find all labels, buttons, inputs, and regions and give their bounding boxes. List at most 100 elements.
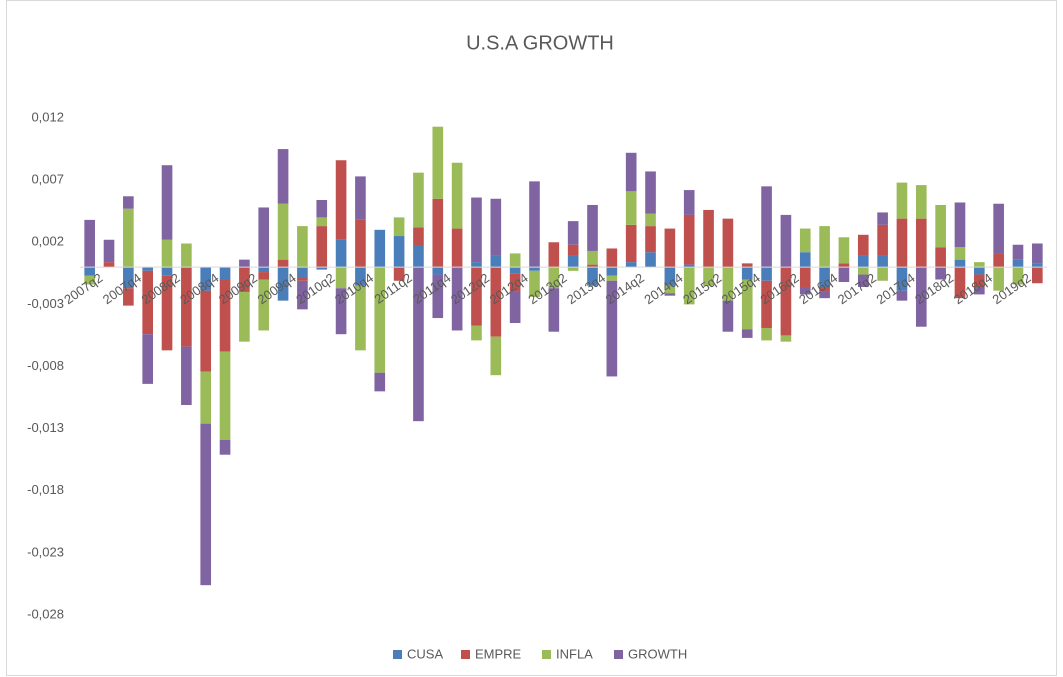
bar (393, 217, 405, 237)
bar (606, 275, 618, 281)
bar (374, 229, 386, 268)
bar (645, 171, 656, 214)
bar (432, 126, 444, 199)
bar (915, 185, 927, 219)
bar (161, 239, 173, 268)
bar (664, 267, 676, 286)
bar (915, 267, 927, 327)
bar (838, 237, 850, 264)
bar (799, 267, 811, 287)
bar (355, 285, 366, 351)
bar (335, 160, 347, 240)
bar (219, 267, 231, 280)
bar (316, 200, 328, 218)
bar (1032, 267, 1043, 284)
bar (1012, 267, 1024, 285)
bar (316, 217, 328, 227)
bar (529, 181, 540, 268)
bar (451, 267, 463, 331)
bar (664, 285, 676, 294)
bar (200, 423, 212, 586)
chart-title: U.S.A GROWTH (466, 32, 614, 54)
bar (316, 267, 328, 270)
bar (606, 248, 618, 268)
bar (896, 290, 908, 301)
legend-swatch (542, 650, 551, 659)
bar (683, 264, 695, 268)
bar (451, 162, 463, 229)
bar (277, 267, 289, 301)
bar (316, 226, 328, 268)
bar (915, 218, 927, 268)
bar (838, 263, 850, 268)
bar (219, 351, 231, 440)
bar (954, 202, 966, 248)
bar (877, 267, 888, 281)
bar (123, 288, 134, 306)
bar (993, 203, 1004, 254)
bar (606, 280, 618, 377)
bar (703, 209, 714, 268)
bar (993, 267, 1004, 291)
bar (219, 439, 231, 455)
bar (277, 203, 289, 260)
bar (799, 228, 811, 253)
legend-label: CUSA (407, 646, 443, 661)
bar (703, 267, 714, 286)
bar (645, 213, 656, 227)
bar (123, 208, 134, 268)
bar (741, 279, 753, 330)
bar (335, 239, 347, 268)
bar (529, 270, 540, 297)
bar (335, 288, 347, 335)
bar (973, 262, 985, 268)
y-tick-label: -0,018 (27, 482, 64, 497)
bar (645, 252, 656, 268)
bar (761, 327, 772, 341)
y-tick-label: -0,023 (27, 544, 64, 559)
bar (664, 293, 676, 296)
bar (993, 253, 1004, 268)
bar (142, 334, 154, 384)
bar (142, 267, 154, 271)
bar (935, 267, 946, 280)
bar (896, 182, 908, 219)
bar (374, 267, 386, 373)
bar (857, 234, 869, 256)
bar (625, 191, 637, 225)
bar (722, 300, 734, 332)
bar (973, 274, 985, 287)
bar (181, 346, 192, 406)
bar (103, 262, 115, 268)
bar (258, 272, 270, 280)
bar (509, 253, 521, 268)
bar (161, 267, 173, 276)
bar (819, 267, 830, 287)
bar (587, 250, 598, 265)
bar (973, 267, 985, 275)
bar (258, 207, 270, 268)
y-tick-label: 0,002 (31, 234, 64, 249)
bar (567, 221, 579, 245)
bar (1012, 259, 1024, 268)
bar (123, 267, 134, 289)
bar (161, 275, 173, 351)
y-tick-label: -0,028 (27, 606, 64, 621)
bar (780, 335, 792, 342)
bar (258, 279, 270, 331)
bar (413, 267, 424, 422)
bar (297, 277, 308, 281)
bar (471, 197, 482, 263)
bar (84, 267, 95, 276)
y-tick-label: -0,003 (27, 296, 64, 311)
bar (103, 239, 115, 263)
bar (973, 286, 985, 295)
bar (780, 214, 792, 268)
bar (683, 190, 695, 215)
bar (606, 267, 618, 276)
bar (625, 224, 637, 263)
bar (335, 267, 347, 289)
bar (277, 149, 289, 204)
